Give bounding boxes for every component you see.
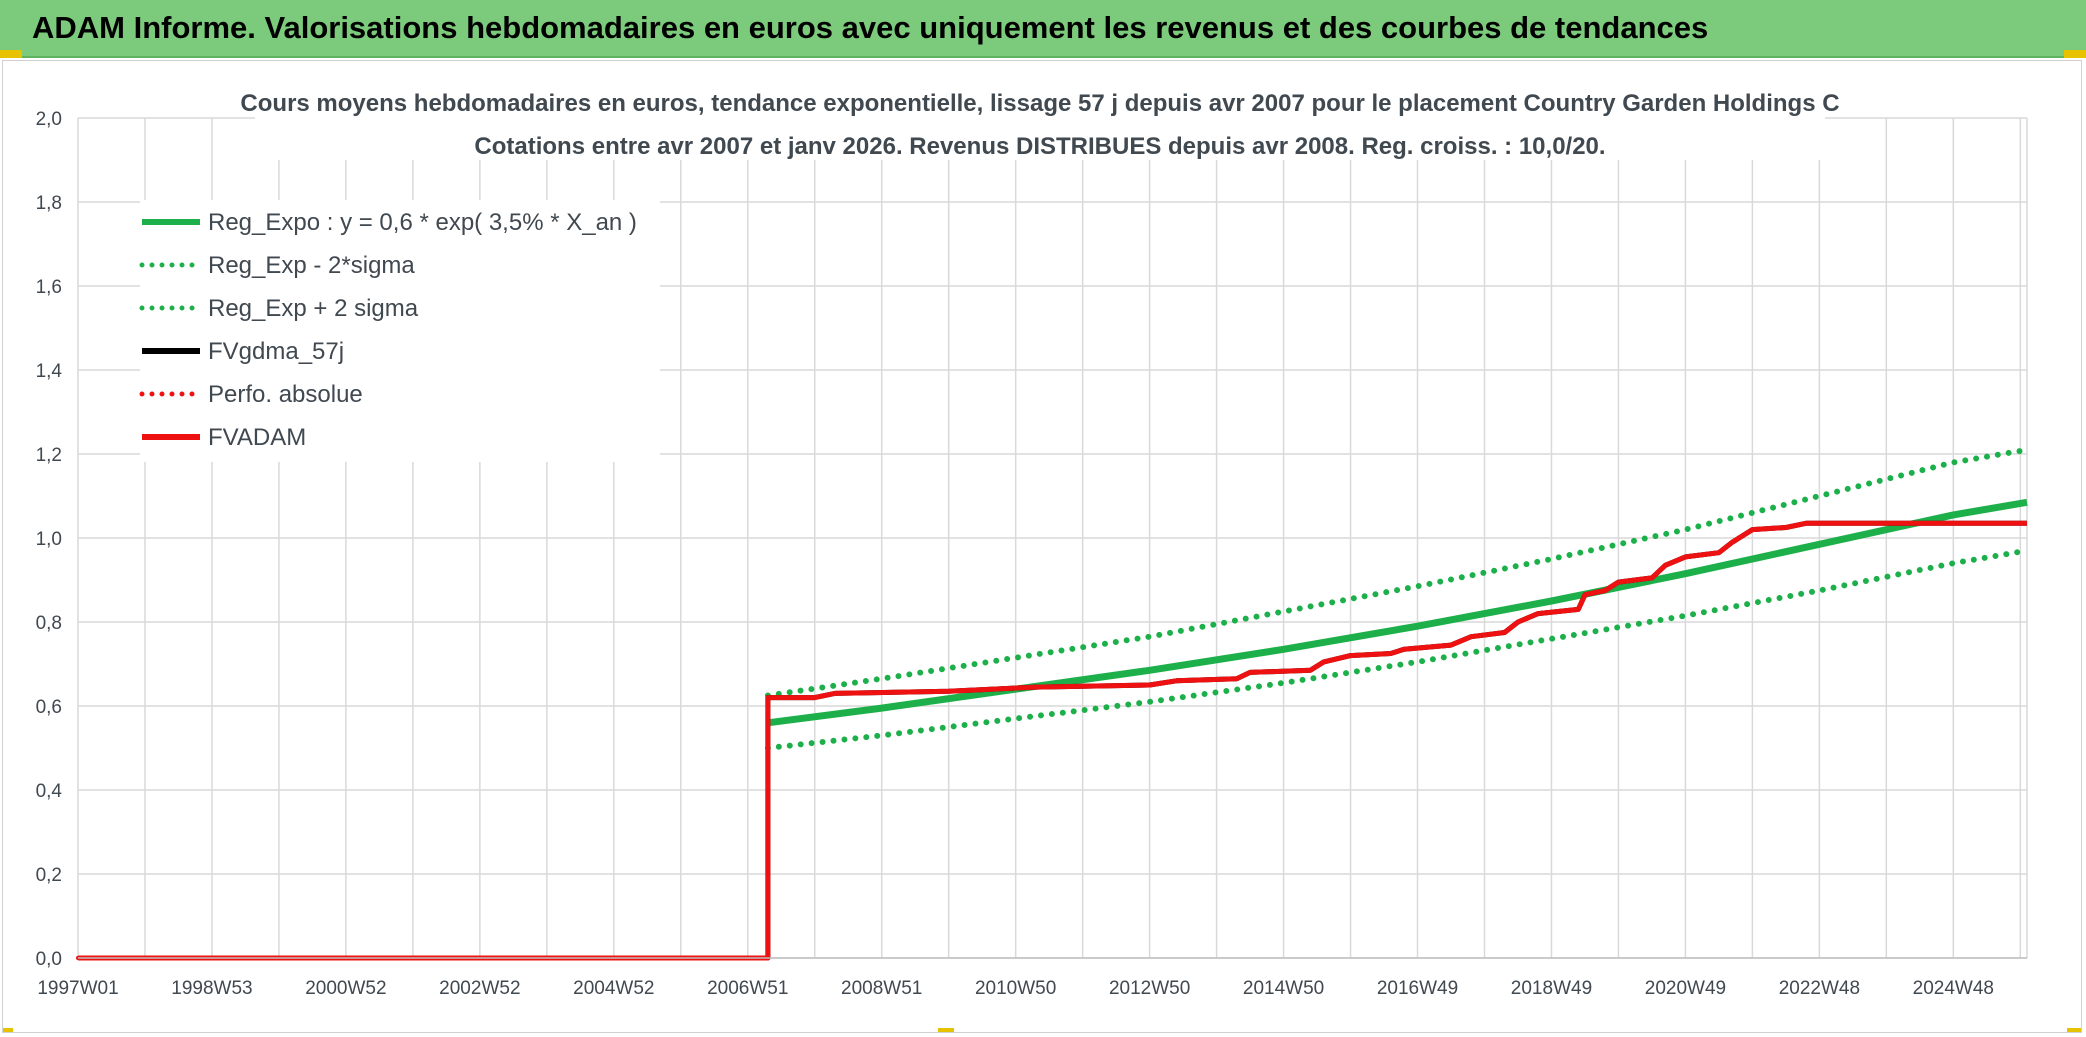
x-tick-label: 2010W50 <box>975 978 1056 999</box>
chart-title-line-2: Cotations entre avr 2007 et janv 2026. R… <box>474 133 1605 160</box>
y-tick-label: 1,8 <box>36 193 62 214</box>
y-tick-label: 0,8 <box>36 613 62 634</box>
series-line-5 <box>78 520 2027 961</box>
frame-corner-bottom-right <box>2067 1028 2081 1032</box>
legend-label: FVADAM <box>208 424 306 451</box>
chart-title-line-1: Cours moyens hebdomadaires en euros, ten… <box>240 90 1839 117</box>
report-title: ADAM Informe. Valorisations hebdomadaire… <box>32 10 1709 45</box>
x-tick-label: 2000W52 <box>305 978 386 999</box>
y-tick-label: 2,0 <box>36 109 62 130</box>
series-line-2 <box>764 446 2030 699</box>
series-lines <box>76 446 2030 961</box>
y-tick-label: 1,6 <box>36 277 62 298</box>
y-tick-label: 0,4 <box>36 781 63 802</box>
series-line-1 <box>764 547 2030 751</box>
y-tick-label: 1,0 <box>36 529 62 550</box>
x-tick-label: 2004W52 <box>573 978 654 999</box>
x-tick-label: 1997W01 <box>37 978 118 999</box>
x-tick-label: 2008W51 <box>841 978 922 999</box>
banner-corner-left <box>0 50 22 58</box>
banner-corner-right <box>2064 50 2086 58</box>
legend-background <box>140 200 660 462</box>
series-line-0 <box>767 498 2028 727</box>
frame-corner-bottom-left <box>3 1028 13 1032</box>
legend: Reg_Expo : y = 0,6 * exp( 3,5% * X_an ) R… <box>139 200 660 462</box>
x-tick-label: 2014W50 <box>1243 978 1324 999</box>
title-background <box>255 84 1825 160</box>
y-tick-label: 0,2 <box>36 865 62 886</box>
frame-marker-bottom <box>938 1028 954 1032</box>
y-tick-label: 0,0 <box>36 949 62 970</box>
x-tick-label: 1998W53 <box>171 978 252 999</box>
x-tick-label: 2006W51 <box>707 978 788 999</box>
y-tick-label: 1,4 <box>36 361 63 382</box>
legend-label: Perfo. absolue <box>208 381 363 408</box>
legend-label: Reg_Expo : y = 0,6 * exp( 3,5% * X_an ) <box>208 209 637 236</box>
x-tick-label: 2024W48 <box>1913 978 1994 999</box>
legend-label: Reg_Exp - 2*sigma <box>208 252 415 279</box>
series-line-4 <box>76 521 2029 960</box>
report-banner: ADAM Informe. Valorisations hebdomadaire… <box>0 0 2086 58</box>
legend-label: Reg_Exp + 2 sigma <box>208 295 419 322</box>
x-tick-label: 2002W52 <box>439 978 520 999</box>
x-tick-label: 2012W50 <box>1109 978 1190 999</box>
x-tick-label: 2018W49 <box>1511 978 1592 999</box>
y-tick-label: 0,6 <box>36 697 62 718</box>
series-line-3 <box>78 520 2027 961</box>
legend-label: FVgdma_57j <box>208 338 344 365</box>
x-tick-label: 2016W49 <box>1377 978 1458 999</box>
x-tick-label: 2020W49 <box>1645 978 1726 999</box>
x-tick-label: 2022W48 <box>1779 978 1860 999</box>
y-tick-label: 1,2 <box>36 445 62 466</box>
chart-frame <box>2 60 2082 1033</box>
axes: 0,0 0,2 0,4 0,6 0,8 1,0 1,2 1,4 1,6 1,8 2,0 1997W01… <box>36 109 2027 999</box>
